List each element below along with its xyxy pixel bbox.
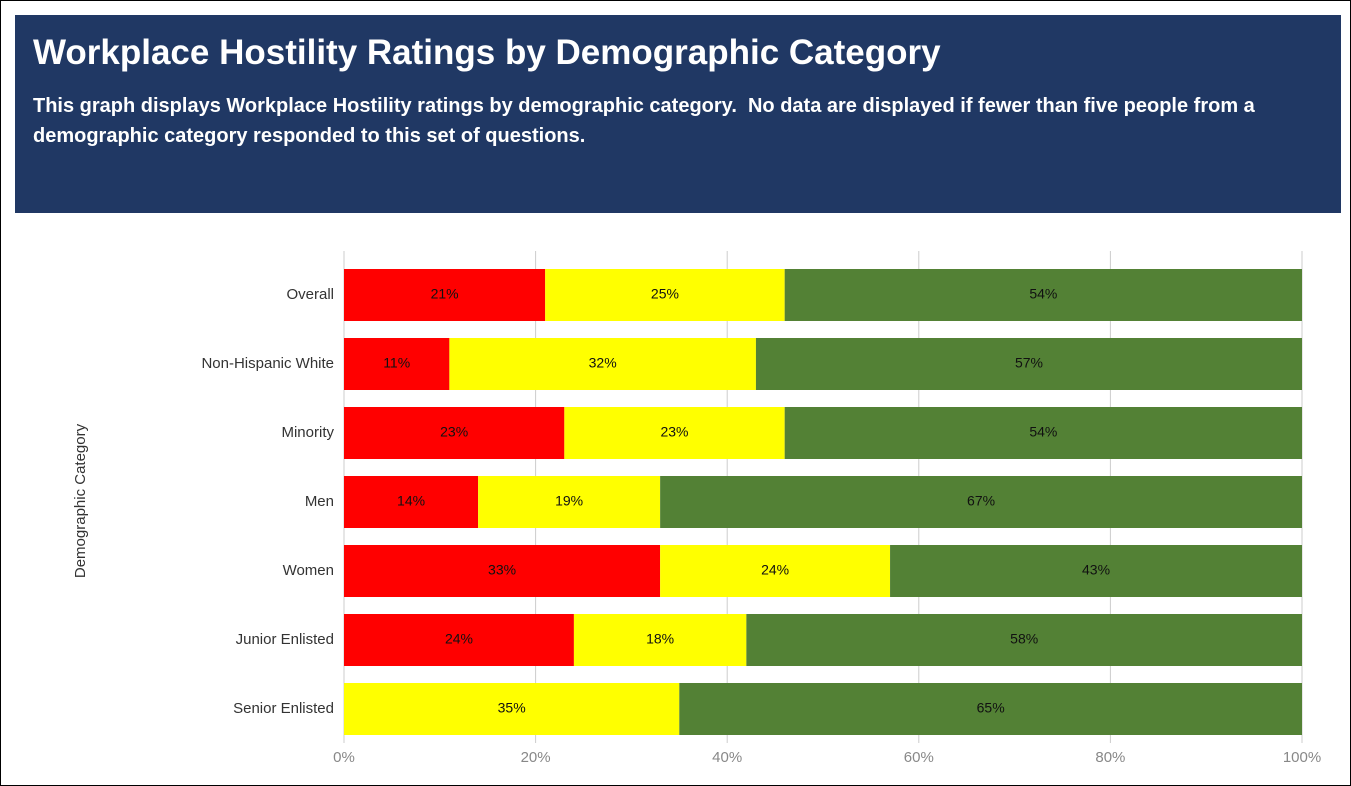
value-label: 32% — [589, 355, 617, 371]
y-tick-label: Senior Enlisted — [233, 700, 334, 717]
value-label: 24% — [761, 562, 789, 578]
bar-segment — [344, 683, 680, 735]
x-tick-label: 20% — [521, 749, 551, 766]
value-label: 21% — [431, 286, 459, 302]
bar-segment — [344, 338, 450, 390]
y-axis-label: Demographic Category — [72, 423, 89, 578]
bar-segment — [344, 269, 546, 321]
value-label: 54% — [1029, 286, 1057, 302]
header: Workplace Hostility Ratings by Demograph… — [15, 15, 1341, 213]
value-label: 23% — [440, 424, 468, 440]
value-label: 19% — [555, 493, 583, 509]
x-tick-label: 60% — [904, 749, 934, 766]
bar-segment — [679, 683, 1302, 735]
bar-segment — [573, 614, 747, 666]
x-tick-label: 100% — [1283, 749, 1321, 766]
y-tick-label: Junior Enlisted — [236, 631, 334, 648]
value-label: 25% — [651, 286, 679, 302]
bar-segment — [784, 269, 1302, 321]
bar-segment — [344, 476, 479, 528]
bar-segment — [344, 614, 574, 666]
value-label: 54% — [1029, 424, 1057, 440]
bar-segment — [478, 476, 661, 528]
bar-segment — [344, 407, 565, 459]
bar-segment — [660, 476, 1302, 528]
value-label: 57% — [1015, 355, 1043, 371]
bar-segment — [545, 269, 785, 321]
value-label: 33% — [488, 562, 516, 578]
bar-segment — [784, 407, 1302, 459]
bar-segment — [449, 338, 756, 390]
value-label: 11% — [383, 355, 410, 371]
y-tick-label: Women — [283, 562, 334, 579]
bar-segment — [746, 614, 1302, 666]
value-label: 24% — [445, 631, 473, 647]
y-tick-label: Non-Hispanic White — [201, 355, 334, 372]
value-label: 43% — [1082, 562, 1110, 578]
x-tick-label: 0% — [333, 749, 355, 766]
value-label: 14% — [397, 493, 425, 509]
value-label: 67% — [967, 493, 995, 509]
chart-subtitle: This graph displays Workplace Hostility … — [33, 95, 1261, 147]
bar-segment — [890, 545, 1302, 597]
bar-segment — [755, 338, 1302, 390]
value-label: 23% — [660, 424, 688, 440]
y-tick-label: Minority — [281, 424, 334, 441]
value-label: 35% — [498, 700, 526, 716]
value-label: 18% — [646, 631, 674, 647]
bar-segment — [564, 407, 785, 459]
bar-segment — [344, 545, 661, 597]
x-tick-label: 80% — [1095, 749, 1125, 766]
bar-segment — [660, 545, 891, 597]
value-label: 65% — [977, 700, 1005, 716]
value-label: 58% — [1010, 631, 1038, 647]
y-tick-label: Men — [305, 493, 334, 510]
y-tick-label: Overall — [286, 286, 334, 303]
x-tick-label: 40% — [712, 749, 742, 766]
chart-title: Workplace Hostility Ratings by Demograph… — [33, 33, 941, 72]
